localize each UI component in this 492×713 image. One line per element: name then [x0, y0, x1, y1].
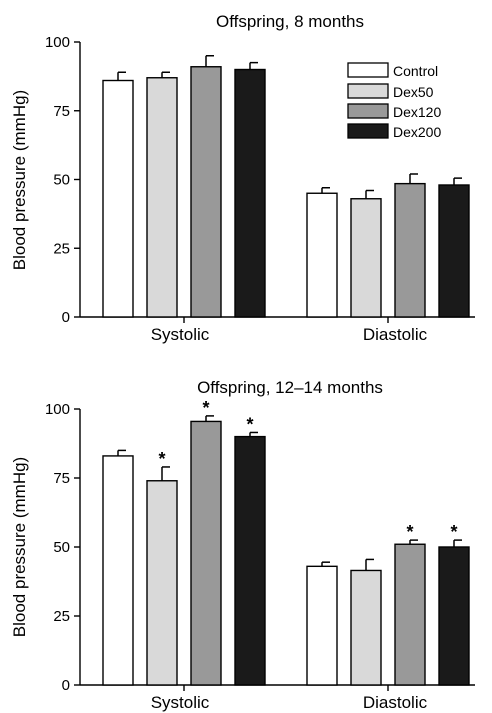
bars — [102, 55, 470, 318]
bar-control-systolic — [102, 455, 134, 686]
category-label-diastolic: Diastolic — [363, 693, 428, 712]
legend-label-dex200: Dex200 — [393, 124, 441, 140]
y-tick-label: 75 — [53, 103, 70, 120]
significance-marker: * — [406, 522, 413, 542]
legend-label-dex50: Dex50 — [393, 84, 434, 100]
significance-marker: * — [246, 414, 253, 434]
bar-dex120-systolic — [190, 66, 222, 318]
category-label-systolic: Systolic — [151, 693, 210, 712]
bar-dex200-diastolic — [438, 546, 470, 686]
bar-dex120-diastolic — [394, 543, 426, 686]
legend: Control Dex50 Dex120 Dex200 — [347, 62, 441, 140]
y-tick-label: 25 — [53, 240, 70, 257]
y-tick-label: 100 — [45, 401, 70, 418]
legend-swatch-dex200 — [347, 123, 389, 139]
category-label-systolic: Systolic — [151, 325, 210, 344]
bar-control-diastolic — [306, 565, 338, 686]
axes: 0 25 50 75 100 — [45, 401, 475, 694]
legend-label-control: Control — [393, 63, 438, 79]
chart-title: Offspring, 12–14 months — [197, 378, 383, 397]
y-tick-label: 50 — [53, 172, 70, 189]
y-axis-label: Blood pressure (mmHg) — [10, 457, 29, 637]
panel-12-14-months: Offspring, 12–14 months Blood pressure (… — [10, 378, 475, 712]
bar-dex200-diastolic — [438, 184, 470, 318]
y-tick-label: 0 — [62, 309, 70, 326]
bar-dex120-systolic — [190, 420, 222, 686]
legend-swatch-dex50 — [347, 83, 389, 99]
axes: 0 25 50 75 100 — [45, 34, 475, 326]
bar-dex50-systolic — [146, 480, 178, 686]
legend-swatch-dex120 — [347, 103, 389, 119]
bar-control-systolic — [102, 79, 134, 318]
bar-dex120-diastolic — [394, 182, 426, 318]
panel-8-months: Offspring, 8 months Blood pressure (mmHg… — [10, 12, 475, 344]
category-label-diastolic: Diastolic — [363, 325, 428, 344]
significance-marker: * — [450, 522, 457, 542]
significance-marker: * — [158, 449, 165, 469]
bar-dex50-diastolic — [350, 569, 382, 686]
y-tick-label: 25 — [53, 608, 70, 625]
bar-dex200-systolic — [234, 68, 266, 318]
legend-swatch-control — [347, 62, 389, 78]
bar-dex50-systolic — [146, 77, 178, 318]
y-tick-label: 0 — [62, 677, 70, 694]
bar-dex200-systolic — [234, 435, 266, 686]
y-tick-label: 50 — [53, 539, 70, 556]
bar-dex50-diastolic — [350, 198, 382, 318]
bar-control-diastolic — [306, 192, 338, 318]
significance-marker: * — [202, 398, 209, 418]
y-axis-label: Blood pressure (mmHg) — [10, 90, 29, 270]
bars: * * * * * — [102, 398, 470, 686]
y-tick-label: 100 — [45, 34, 70, 51]
legend-label-dex120: Dex120 — [393, 104, 441, 120]
y-tick-label: 75 — [53, 470, 70, 487]
chart-title: Offspring, 8 months — [216, 12, 364, 31]
